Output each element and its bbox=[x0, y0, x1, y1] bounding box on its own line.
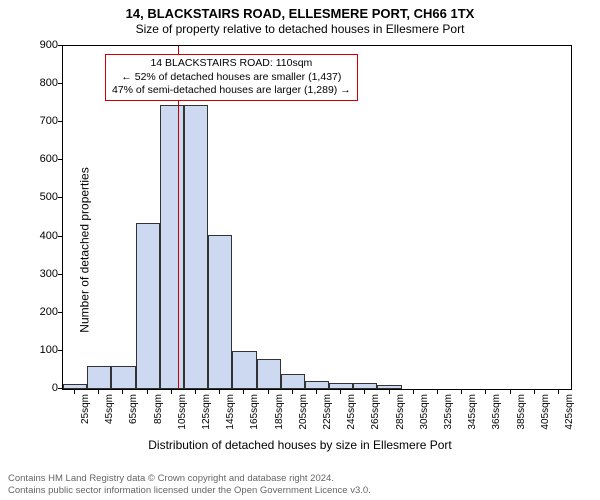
x-tick-label: 45sqm bbox=[104, 394, 115, 434]
x-tick-label: 285sqm bbox=[395, 394, 406, 434]
x-tick-mark bbox=[364, 390, 365, 394]
x-tick-label: 385sqm bbox=[516, 394, 527, 434]
title-main: 14, BLACKSTAIRS ROAD, ELLESMERE PORT, CH… bbox=[0, 0, 600, 21]
y-tick-mark bbox=[58, 45, 62, 46]
x-tick-mark bbox=[268, 390, 269, 394]
x-tick-label: 405sqm bbox=[540, 394, 551, 434]
footer-line2: Contains public sector information licen… bbox=[8, 485, 371, 496]
x-tick-mark bbox=[74, 390, 75, 394]
x-tick-label: 145sqm bbox=[225, 394, 236, 434]
histogram-bar bbox=[232, 351, 256, 389]
histogram-bar bbox=[257, 359, 281, 389]
x-axis-label: Distribution of detached houses by size … bbox=[0, 438, 600, 452]
x-tick-label: 165sqm bbox=[249, 394, 260, 434]
y-tick-mark bbox=[58, 121, 62, 122]
plot-area: 14 BLACKSTAIRS ROAD: 110sqm← 52% of deta… bbox=[62, 45, 572, 390]
footer-attribution: Contains HM Land Registry data © Crown c… bbox=[8, 473, 371, 496]
histogram-bar bbox=[329, 383, 353, 389]
x-tick-mark bbox=[340, 390, 341, 394]
y-tick-mark bbox=[58, 236, 62, 237]
histogram-bar bbox=[305, 381, 329, 389]
x-tick-mark bbox=[122, 390, 123, 394]
x-tick-label: 325sqm bbox=[443, 394, 454, 434]
histogram-bar bbox=[136, 223, 160, 389]
x-tick-mark bbox=[147, 390, 148, 394]
y-tick-mark bbox=[58, 312, 62, 313]
callout-line1: 14 BLACKSTAIRS ROAD: 110sqm bbox=[112, 57, 351, 71]
y-tick-label: 400 bbox=[40, 230, 58, 242]
x-tick-mark bbox=[243, 390, 244, 394]
histogram-bar bbox=[87, 366, 111, 389]
y-tick-label: 600 bbox=[40, 153, 58, 165]
x-tick-label: 245sqm bbox=[346, 394, 357, 434]
histogram-bar bbox=[353, 383, 377, 389]
x-tick-label: 265sqm bbox=[370, 394, 381, 434]
x-tick-label: 365sqm bbox=[491, 394, 502, 434]
x-tick-mark bbox=[292, 390, 293, 394]
histogram-bar bbox=[184, 105, 208, 389]
x-tick-mark bbox=[171, 390, 172, 394]
y-tick-label: 900 bbox=[40, 39, 58, 51]
x-tick-mark bbox=[413, 390, 414, 394]
callout-box: 14 BLACKSTAIRS ROAD: 110sqm← 52% of deta… bbox=[105, 54, 358, 101]
y-tick-mark bbox=[58, 350, 62, 351]
x-tick-label: 425sqm bbox=[564, 394, 575, 434]
histogram-bar bbox=[208, 235, 232, 389]
histogram-bar bbox=[111, 366, 135, 389]
y-tick-mark bbox=[58, 197, 62, 198]
y-tick-label: 100 bbox=[40, 344, 58, 356]
x-tick-mark bbox=[510, 390, 511, 394]
callout-line2: ← 52% of detached houses are smaller (1,… bbox=[112, 71, 351, 85]
y-tick-mark bbox=[58, 388, 62, 389]
callout-line3: 47% of semi-detached houses are larger (… bbox=[112, 84, 351, 98]
y-tick-label: 300 bbox=[40, 268, 58, 280]
x-tick-mark bbox=[316, 390, 317, 394]
x-tick-mark bbox=[195, 390, 196, 394]
x-tick-mark bbox=[98, 390, 99, 394]
x-tick-label: 225sqm bbox=[322, 394, 333, 434]
chart-container: 14, BLACKSTAIRS ROAD, ELLESMERE PORT, CH… bbox=[0, 0, 600, 500]
x-tick-mark bbox=[219, 390, 220, 394]
y-tick-mark bbox=[58, 83, 62, 84]
y-tick-label: 700 bbox=[40, 115, 58, 127]
x-tick-label: 205sqm bbox=[298, 394, 309, 434]
y-tick-label: 200 bbox=[40, 306, 58, 318]
x-tick-label: 125sqm bbox=[201, 394, 212, 434]
x-tick-label: 85sqm bbox=[153, 394, 164, 434]
histogram-bar bbox=[281, 374, 305, 389]
x-tick-label: 345sqm bbox=[467, 394, 478, 434]
footer-line1: Contains HM Land Registry data © Crown c… bbox=[8, 473, 371, 484]
histogram-bar bbox=[160, 105, 184, 389]
x-tick-label: 105sqm bbox=[177, 394, 188, 434]
x-tick-mark bbox=[437, 390, 438, 394]
x-tick-mark bbox=[534, 390, 535, 394]
x-tick-label: 25sqm bbox=[80, 394, 91, 434]
x-tick-label: 185sqm bbox=[274, 394, 285, 434]
x-tick-mark bbox=[389, 390, 390, 394]
y-tick-label: 500 bbox=[40, 191, 58, 203]
x-tick-mark bbox=[558, 390, 559, 394]
histogram-bar bbox=[377, 385, 401, 389]
x-tick-mark bbox=[485, 390, 486, 394]
x-tick-label: 305sqm bbox=[419, 394, 430, 434]
x-tick-mark bbox=[461, 390, 462, 394]
y-tick-mark bbox=[58, 159, 62, 160]
x-tick-label: 65sqm bbox=[128, 394, 139, 434]
title-sub: Size of property relative to detached ho… bbox=[0, 21, 600, 40]
y-tick-label: 800 bbox=[40, 77, 58, 89]
y-tick-mark bbox=[58, 274, 62, 275]
histogram-bar bbox=[63, 384, 87, 389]
